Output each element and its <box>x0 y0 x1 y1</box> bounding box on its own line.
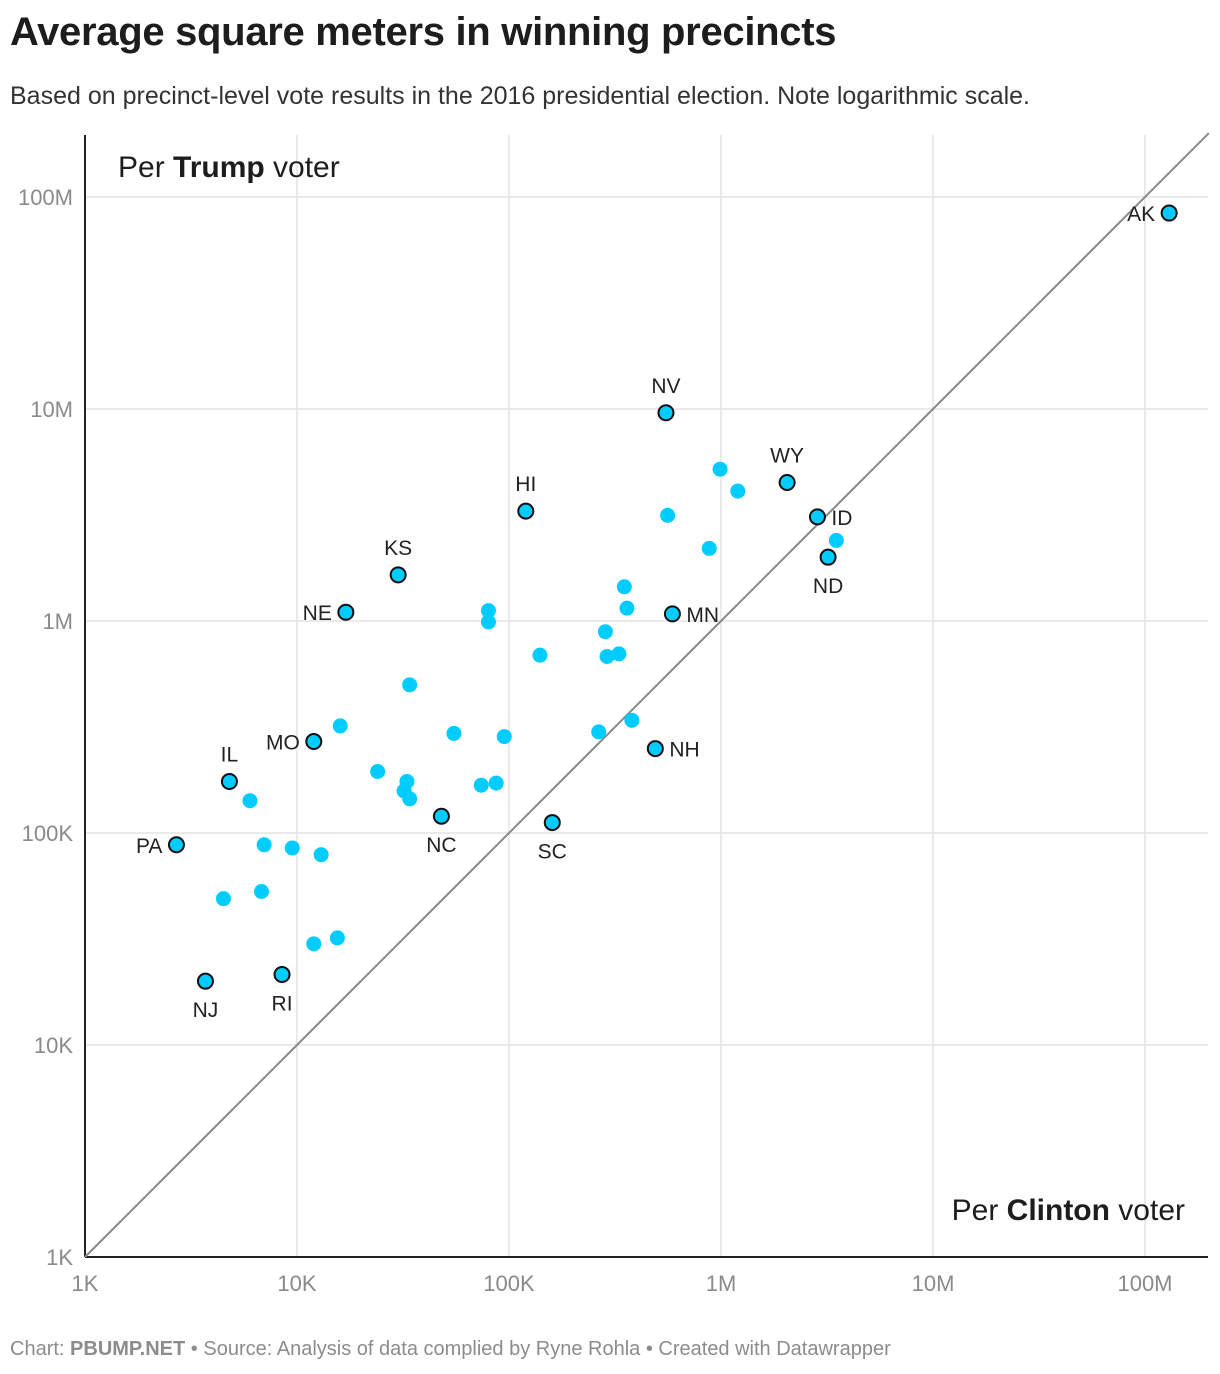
data-point-labeled <box>819 548 837 566</box>
point-label: ID <box>831 507 852 530</box>
x-corner-label: Per Clinton voter <box>952 1194 1185 1227</box>
point-label: NC <box>426 834 456 857</box>
data-point <box>712 461 728 477</box>
y-tick-label: 100K <box>22 821 74 846</box>
data-point <box>242 793 258 809</box>
data-points <box>167 204 1178 990</box>
data-point <box>660 507 676 523</box>
chart-title: Average square meters in winning precinc… <box>10 10 837 54</box>
data-point <box>611 646 627 662</box>
corner-labels: Per Trump voter Per Clinton voter <box>118 151 1185 1227</box>
reference-line-group <box>84 132 1210 1258</box>
data-point <box>591 724 607 740</box>
data-point-labeled <box>663 605 681 623</box>
data-point <box>480 614 496 630</box>
x-tick-label: 1M <box>706 1271 737 1296</box>
data-point <box>730 483 746 499</box>
point-label: IL <box>221 743 239 766</box>
grid <box>85 135 1208 1257</box>
y-tick-label: 10M <box>30 397 73 422</box>
point-label: SC <box>538 841 567 864</box>
data-point <box>597 624 613 640</box>
data-point <box>256 837 272 853</box>
footer-separator: • <box>640 1338 659 1360</box>
point-label: MO <box>266 732 300 755</box>
point-label: KS <box>384 537 412 560</box>
data-point <box>402 791 418 807</box>
y-tick-label: 1M <box>42 609 73 634</box>
data-point <box>370 764 386 780</box>
data-point <box>480 603 496 619</box>
data-point <box>313 847 329 863</box>
point-label: MN <box>686 604 719 627</box>
data-point <box>599 649 615 665</box>
data-point-labeled <box>657 404 675 422</box>
y-tick-label: 1K <box>46 1245 73 1270</box>
data-point <box>616 579 632 595</box>
data-point-labeled <box>517 502 535 520</box>
data-point-labeled <box>337 603 355 621</box>
data-point-labeled <box>808 508 826 526</box>
data-point-labeled <box>196 972 214 990</box>
point-label: NJ <box>193 999 219 1022</box>
data-point <box>473 777 489 793</box>
y-tick-label: 100M <box>18 185 73 210</box>
data-point <box>446 725 462 741</box>
footer-credit: Created with Datawrapper <box>658 1338 891 1360</box>
data-point-labeled <box>220 772 238 790</box>
point-label: ND <box>813 575 843 598</box>
x-tick-label: 1K <box>72 1271 99 1296</box>
data-point-labeled <box>778 474 796 492</box>
point-labels: AK NV WY ID ND HI KS NE MN MO NH IL NC SC PA NJ RI <box>136 203 1155 1022</box>
data-point <box>619 600 635 616</box>
data-point-labeled <box>543 814 561 832</box>
data-point-labeled <box>273 966 291 984</box>
x-tick-label: 100M <box>1117 1271 1172 1296</box>
point-label: NH <box>669 739 699 762</box>
footer-source: Source: Analysis of data complied by Ryn… <box>203 1338 641 1360</box>
data-point-labeled <box>167 836 185 854</box>
point-label: PA <box>136 835 162 858</box>
point-label: WY <box>770 445 804 468</box>
data-point-labeled <box>389 566 407 584</box>
data-point <box>215 891 231 907</box>
footer: Chart: PBUMP.NET • Source: Analysis of d… <box>10 1338 891 1361</box>
data-point-labeled <box>432 807 450 825</box>
y-corner-label: Per Trump voter <box>118 151 340 184</box>
x-tick-label: 10K <box>277 1271 316 1296</box>
data-point <box>329 930 345 946</box>
footer-chart-prefix: Chart: <box>10 1338 71 1360</box>
data-point-labeled <box>1160 204 1178 222</box>
data-point <box>532 647 548 663</box>
data-point <box>624 712 640 728</box>
y-tick-label: 10K <box>34 1033 73 1058</box>
data-point-labeled <box>646 740 664 758</box>
footer-separator: • <box>185 1338 204 1360</box>
point-label: HI <box>515 473 536 496</box>
data-point-labeled <box>305 733 323 751</box>
data-point <box>284 840 300 856</box>
point-label: NE <box>303 602 332 625</box>
data-point <box>488 775 504 791</box>
data-point <box>828 532 844 548</box>
chart-subtitle: Based on precinct-level vote results in … <box>10 82 1030 110</box>
data-point <box>701 540 717 556</box>
data-point <box>332 718 348 734</box>
footer-brand-link[interactable]: PBUMP.NET <box>70 1338 186 1360</box>
data-point <box>496 729 512 745</box>
x-tick-label: 100K <box>483 1271 535 1296</box>
x-tick-label: 10M <box>912 1271 955 1296</box>
point-label: AK <box>1127 203 1155 226</box>
data-point <box>306 936 322 952</box>
axes: 1K 10K 100K 1M 10M 100M 1K 10K 100K 1M 10M 100M <box>18 135 1208 1296</box>
data-point <box>253 883 269 899</box>
point-label: RI <box>272 993 293 1016</box>
data-point <box>402 677 418 693</box>
reference-line <box>84 132 1210 1258</box>
point-label: NV <box>651 375 680 398</box>
